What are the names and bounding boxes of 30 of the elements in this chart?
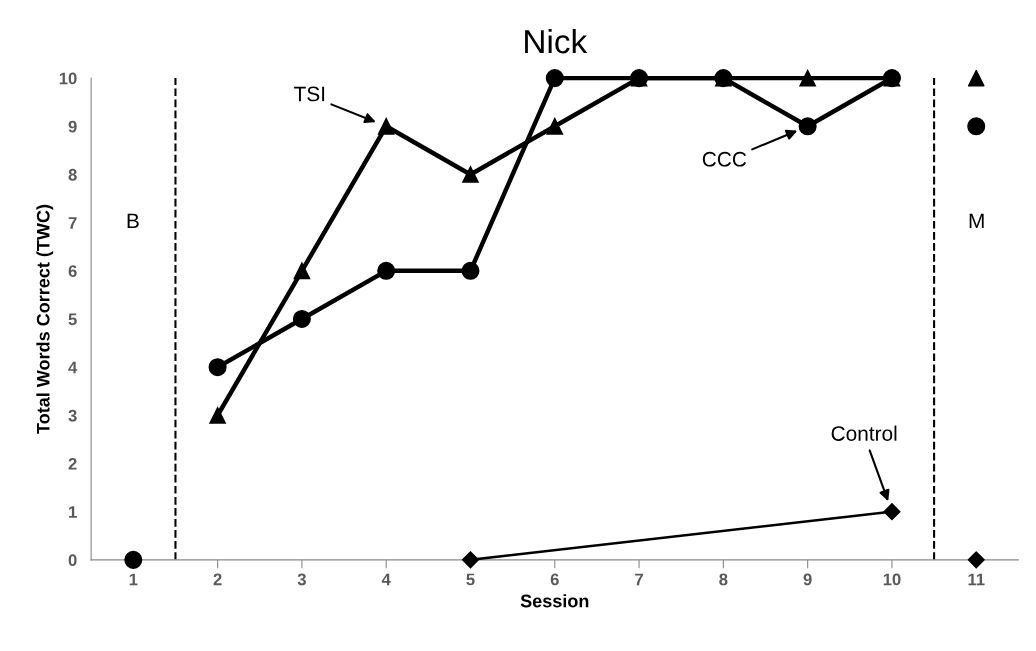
- x-tick-label: 4: [381, 573, 391, 586]
- x-tick-label: 6: [550, 573, 559, 586]
- x-axis-title: Session: [520, 594, 589, 608]
- annotation: B: [127, 213, 139, 229]
- x-tick-label: 2: [213, 573, 222, 586]
- y-tick-label: 3: [68, 409, 77, 422]
- y-tick-label: 10: [59, 72, 77, 85]
- text: Control: [831, 425, 897, 441]
- y-axis-title: Total Words Correct (TWC): [36, 204, 54, 434]
- x-tick-label: 5: [466, 573, 475, 586]
- text: TSI: [294, 86, 325, 102]
- y-tick-label: 5: [68, 313, 77, 326]
- annotation: M: [969, 213, 984, 229]
- y-tick-label: 9: [68, 120, 77, 133]
- y-tick-label: 1: [69, 506, 77, 518]
- y-tick-label: 7: [68, 217, 77, 229]
- x-tick-label: 8: [719, 573, 728, 586]
- text: CCC: [702, 151, 747, 167]
- x-tick-label: 9: [803, 573, 812, 586]
- x-tick-label: 11: [968, 573, 985, 586]
- x-tick-label: 7: [635, 573, 643, 586]
- x-tick-label: 10: [883, 573, 901, 586]
- x-tick-label: 3: [297, 573, 306, 586]
- x-tick-label: 1: [129, 573, 138, 586]
- y-tick-label: 6: [68, 265, 77, 278]
- y-tick-label: 2: [68, 457, 77, 470]
- y-tick-label: 4: [68, 361, 78, 374]
- y-tick-label: 8: [68, 168, 77, 181]
- y-tick-label: 0: [68, 554, 77, 567]
- chart-title: Nick: [525, 28, 588, 54]
